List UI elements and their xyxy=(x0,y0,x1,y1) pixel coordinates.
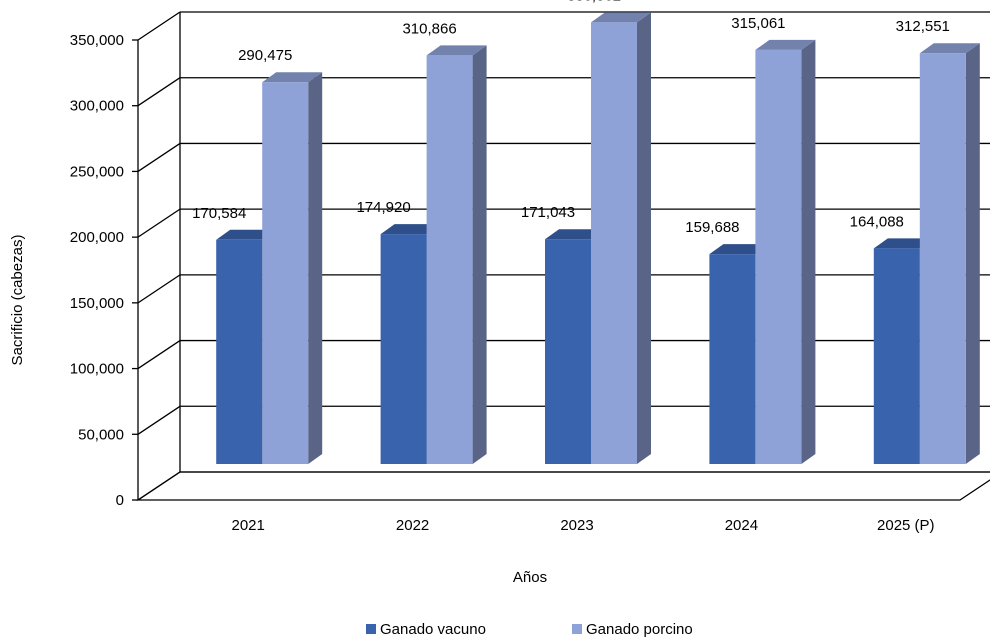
x-tick-label: 2023 xyxy=(560,517,593,534)
data-label: 290,475 xyxy=(238,47,292,64)
bar-side xyxy=(308,72,323,465)
bar-top xyxy=(262,72,323,83)
y-tick-layer: 0 50,000 100,000 150,000 200,000 250,000 300,0… xyxy=(70,32,124,509)
bar-side xyxy=(472,45,487,464)
bar xyxy=(426,55,473,464)
bar-side xyxy=(965,43,980,464)
data-label: 164,088 xyxy=(850,213,904,230)
y-tick-label: 100,000 xyxy=(70,361,124,378)
bar-layer xyxy=(216,12,980,465)
axis-layer xyxy=(132,12,990,501)
bar-top xyxy=(755,39,816,50)
x-tick-layer: 2021 2022 2023 2024 2025 (P) xyxy=(232,517,935,534)
bar-top xyxy=(380,224,441,235)
data-label-layer: 170,584 290,475 174,920 310,866 171,043 336,0… xyxy=(192,0,950,236)
gridline-diagonal xyxy=(137,77,181,107)
bar-top xyxy=(426,45,487,56)
gridline-diagonal xyxy=(137,405,181,435)
bar-side xyxy=(801,39,816,464)
bar xyxy=(262,82,309,465)
bar-top xyxy=(709,244,770,255)
y-tick-label: 300,000 xyxy=(70,98,124,115)
gridline-diagonal xyxy=(137,340,181,370)
bar xyxy=(755,49,802,464)
x-axis-title: Años xyxy=(513,569,547,586)
legend: Ganado vacuno Ganado porcino xyxy=(366,621,693,638)
data-label: 174,920 xyxy=(356,199,410,216)
data-label: 312,551 xyxy=(896,18,950,35)
bar xyxy=(919,53,966,464)
y-tick-label: 350,000 xyxy=(70,32,124,49)
y-tick-label: 0 xyxy=(116,492,124,509)
gridline-diagonal xyxy=(137,142,181,172)
chart-floor xyxy=(135,471,990,501)
y-tick-label: 250,000 xyxy=(70,163,124,180)
y-tick-label: 200,000 xyxy=(70,229,124,246)
gridline-diagonal xyxy=(137,274,181,304)
data-label: 336,062 xyxy=(567,0,621,4)
gridline-diagonal xyxy=(137,208,181,238)
data-label: 315,061 xyxy=(731,15,785,32)
bar xyxy=(591,22,637,465)
gridline-diagonal xyxy=(137,11,181,41)
data-label: 159,688 xyxy=(685,219,739,236)
x-tick-label: 2022 xyxy=(396,517,429,534)
legend-label-porcino: Ganado porcino xyxy=(586,621,693,638)
y-tick-label: 50,000 xyxy=(78,426,124,443)
data-label: 310,866 xyxy=(402,20,456,37)
y-tick-label: 150,000 xyxy=(70,295,124,312)
legend-swatch-porcino xyxy=(572,624,582,634)
bar-top xyxy=(545,229,605,240)
bar xyxy=(216,239,263,464)
data-label: 171,043 xyxy=(521,204,575,221)
x-tick-label: 2024 xyxy=(725,517,758,534)
bar-top xyxy=(591,12,651,23)
bar xyxy=(709,254,756,464)
bar xyxy=(873,248,920,464)
x-tick-label: 2021 xyxy=(232,517,265,534)
bar-top xyxy=(216,229,277,240)
bar-side xyxy=(637,12,651,465)
data-label: 170,584 xyxy=(192,205,246,222)
bar xyxy=(545,239,591,464)
bar xyxy=(380,234,427,464)
x-tick-label: 2025 (P) xyxy=(877,517,935,534)
y-axis-title: Sacrificio (cabezas) xyxy=(9,235,26,366)
bar-top xyxy=(873,238,934,249)
legend-label-vacuno: Ganado vacuno xyxy=(380,621,486,638)
bar-top xyxy=(919,43,980,54)
legend-swatch-vacuno xyxy=(366,624,376,634)
